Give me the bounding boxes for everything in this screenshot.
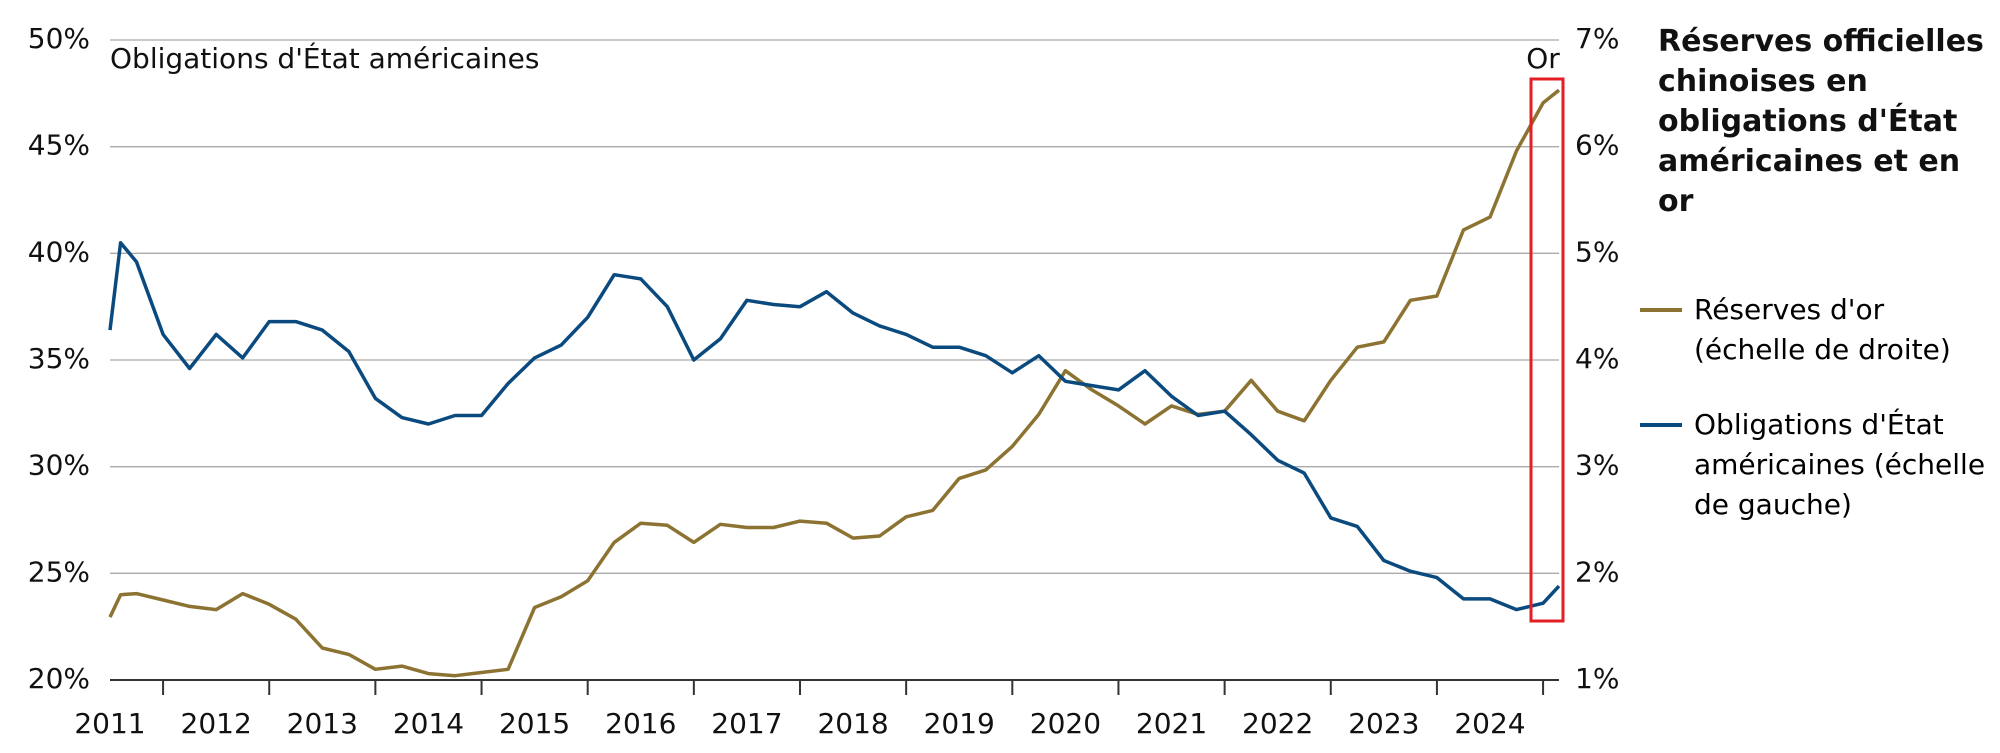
x-tick-label: 2012 (181, 707, 252, 740)
x-tick-label: 2023 (1348, 707, 1419, 740)
x-tick-label: 2011 (74, 707, 145, 740)
legend-item: Réserves d'or (échelle de droite) (1640, 290, 1990, 370)
y2-tick-label: 1% (1575, 662, 1619, 695)
legend-swatch (1640, 423, 1682, 427)
y2-tick-label: 2% (1575, 555, 1619, 588)
x-tick-label: 2020 (1030, 707, 1101, 740)
y2-tick-label: 4% (1575, 342, 1619, 375)
legend-swatch (1640, 308, 1682, 312)
annotation: Or (1526, 42, 1560, 75)
y-tick-label: 50% (28, 22, 90, 55)
y2-tick-label: 7% (1575, 22, 1619, 55)
x-tick-label: 2019 (924, 707, 995, 740)
x-tick-label: 2013 (287, 707, 358, 740)
legend-label: Obligations d'État américaines (échelle … (1694, 408, 1986, 521)
y-tick-label: 35% (28, 342, 90, 375)
y-tick-label: 30% (28, 449, 90, 482)
y-tick-label: 20% (28, 662, 90, 695)
y-tick-label: 40% (28, 235, 90, 268)
chart-title: Réserves officielles chinoises en obliga… (1658, 24, 1984, 219)
y2-tick-label: 6% (1575, 129, 1619, 162)
x-tick-label: 2016 (605, 707, 676, 740)
series-line (108, 240, 1561, 612)
x-tick-label: 2018 (817, 707, 888, 740)
y2-tick-label: 5% (1575, 235, 1619, 268)
legend-label: Réserves d'or (échelle de droite) (1694, 293, 1951, 366)
x-tick-label: 2022 (1242, 707, 1313, 740)
legend-item: Obligations d'État américaines (échelle … (1640, 405, 1990, 525)
y-tick-label: 45% (28, 129, 90, 162)
x-tick-label: 2017 (711, 707, 782, 740)
highlight-box (1529, 77, 1565, 623)
x-tick-label: 2024 (1454, 707, 1525, 740)
x-tick-label: 2015 (499, 707, 570, 740)
series-line (108, 88, 1561, 678)
y2-tick-label: 3% (1575, 449, 1619, 482)
y-tick-label: 25% (28, 555, 90, 588)
annotation: Obligations d'État américaines (110, 41, 539, 75)
x-tick-label: 2014 (393, 707, 464, 740)
x-tick-label: 2021 (1136, 707, 1207, 740)
